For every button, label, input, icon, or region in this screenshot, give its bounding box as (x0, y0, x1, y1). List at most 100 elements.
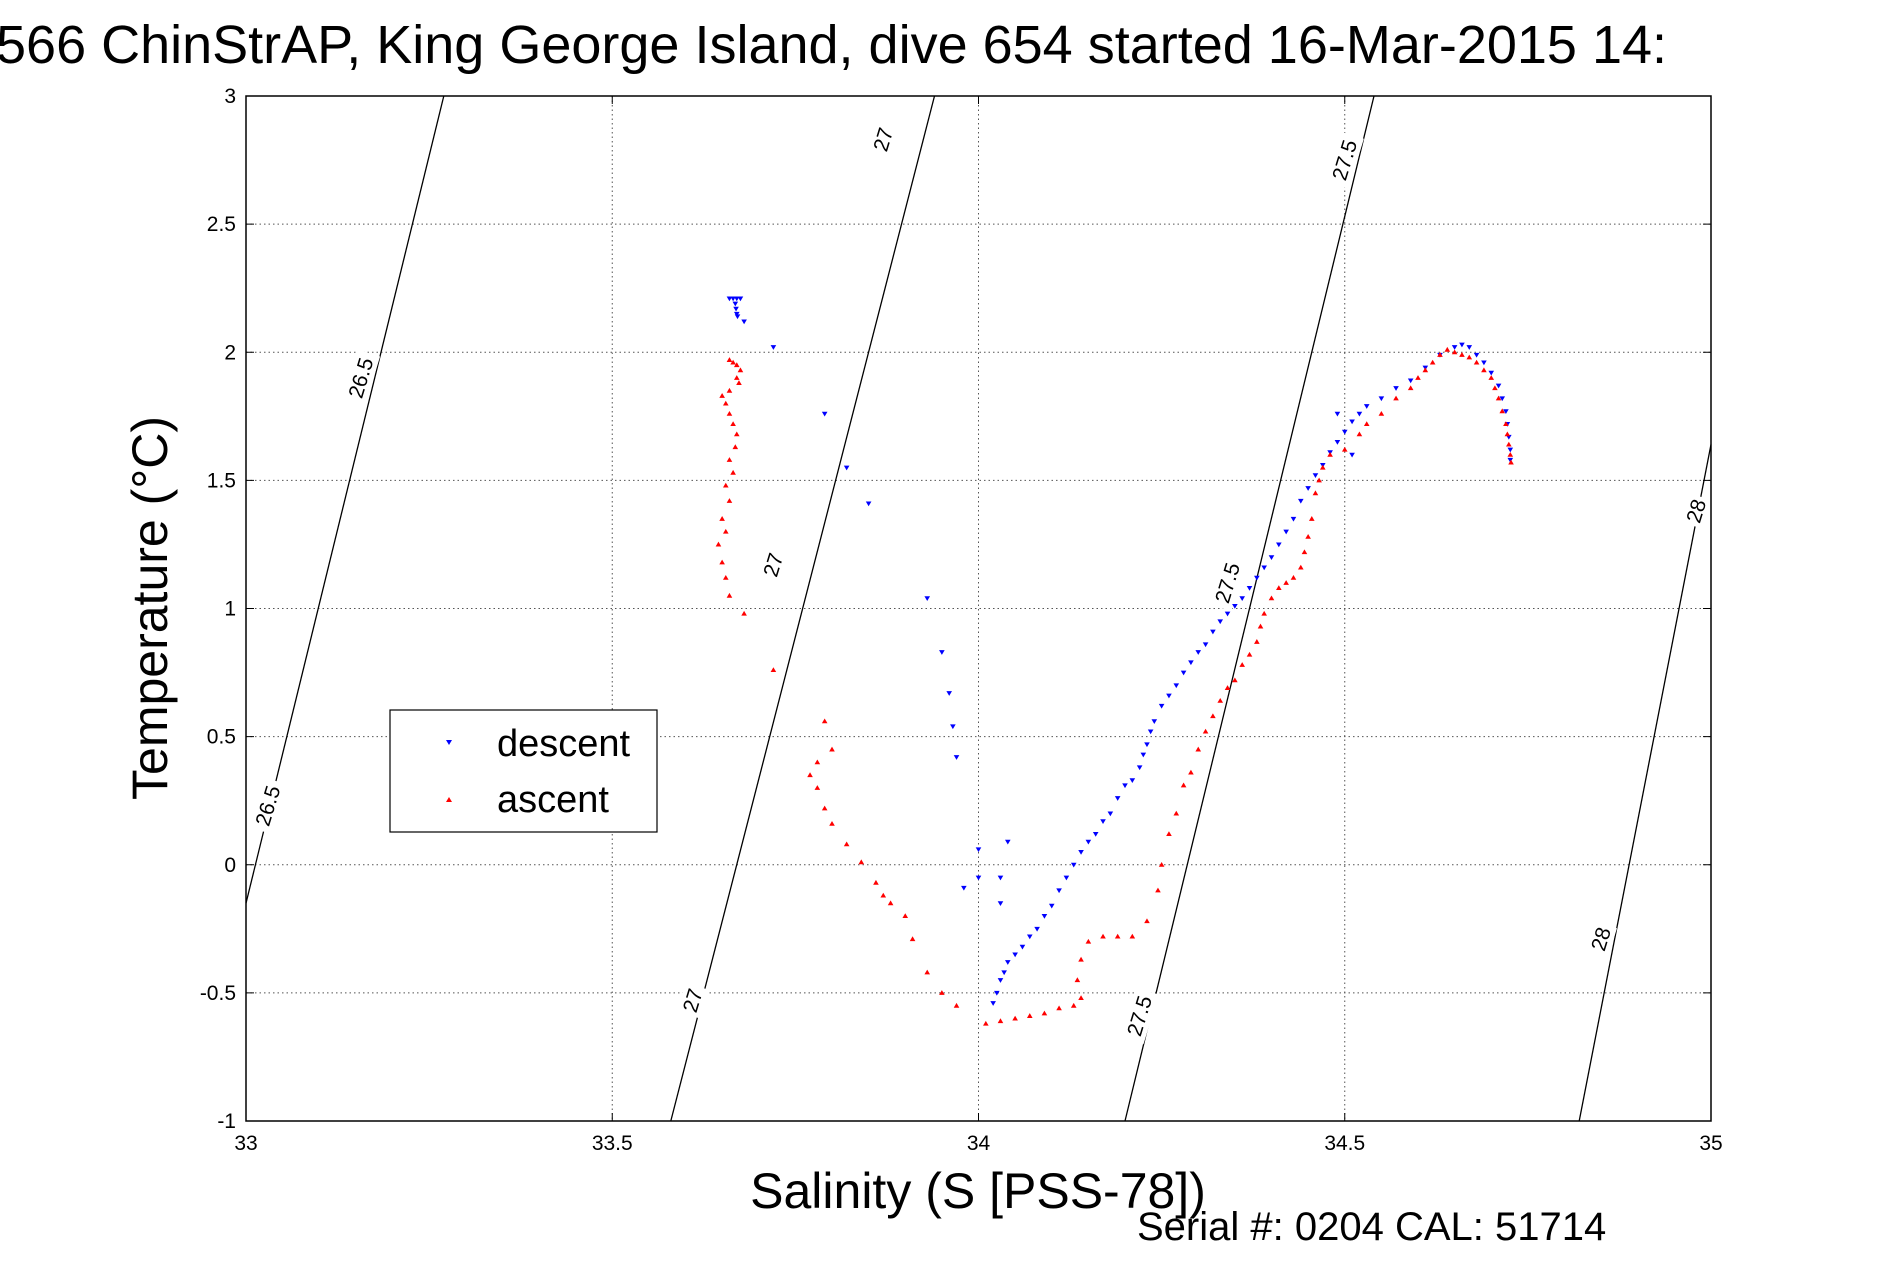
descent-point (1041, 914, 1048, 919)
ascent-point (1114, 933, 1121, 939)
descent-point (1056, 888, 1062, 894)
ascent-point (715, 541, 722, 547)
ascent-point (1356, 431, 1363, 437)
descent-point (733, 306, 739, 312)
ascent-point (1488, 375, 1495, 380)
ascent-point (1195, 746, 1202, 752)
descent-point (1140, 752, 1147, 758)
ascent-point (1429, 359, 1436, 365)
descent-point (730, 296, 736, 302)
descent-point (1495, 383, 1502, 389)
descent-point (734, 314, 741, 320)
contour-label-group: 26.5 (248, 777, 288, 835)
descent-point (1026, 934, 1033, 940)
descent-point (939, 650, 945, 655)
ascent-point (730, 421, 736, 426)
density-contour-26.5 (245, 95, 445, 904)
ascent-point (821, 718, 828, 724)
ascent-point (997, 1018, 1004, 1024)
ascent-point (726, 357, 733, 362)
descent-point (1019, 944, 1026, 950)
ascent-point (726, 498, 733, 503)
ascent-point (1507, 451, 1514, 457)
ascent-point (1444, 346, 1451, 352)
legend-ascent-label: ascent (497, 779, 609, 821)
descent-point (1012, 952, 1018, 958)
ascent-point (1393, 395, 1399, 401)
ascent-point (732, 444, 739, 450)
ascent-point (1074, 977, 1081, 983)
y-tick-label: 0 (224, 854, 236, 877)
ascent-point (858, 859, 865, 865)
contour-label: 27.5 (1123, 993, 1157, 1039)
descent-point (1107, 811, 1114, 817)
ascent-point (1481, 367, 1487, 373)
ascent-point (1012, 1015, 1018, 1021)
ascent-point (1451, 349, 1458, 355)
descent-point (1503, 409, 1509, 414)
y-tick-label: 2 (224, 341, 236, 364)
descent-point (1166, 693, 1172, 699)
y-tick-label: 1.5 (207, 469, 236, 492)
density-contour-28 (1578, 444, 1712, 1122)
x-axis-label: Salinity (S [PSS-78]) (750, 1163, 1206, 1219)
contour-label: 26.5 (252, 783, 286, 829)
legend-descent-marker (446, 740, 452, 745)
ascent-point (733, 362, 740, 368)
ascent-point (1437, 352, 1443, 357)
descent-point (994, 990, 1000, 996)
contour-label-bg (248, 777, 288, 835)
contour-label-group: 27 (676, 982, 709, 1019)
ascent-point (1224, 685, 1231, 690)
ascent-point (1188, 769, 1194, 775)
descent-point (1114, 796, 1121, 801)
ascent-point (1378, 410, 1385, 416)
descent-point (1180, 670, 1187, 676)
ascent-point (924, 969, 931, 975)
descent-point (1305, 486, 1311, 491)
contour-label-group: 27.5 (1208, 554, 1247, 612)
ascent-point (1041, 1010, 1048, 1016)
ascent-point (1283, 580, 1289, 585)
ascent-point (1254, 639, 1260, 644)
x-tick-label: 35 (1699, 1132, 1722, 1155)
ascent-point (1508, 459, 1514, 465)
contour-label-bg (867, 121, 900, 158)
descent-point (1341, 429, 1348, 435)
descent-point (1224, 611, 1231, 617)
descent-point (1144, 742, 1150, 748)
ascent-point (730, 469, 736, 475)
ascent-point (1301, 549, 1308, 555)
ascent-point (953, 1002, 960, 1008)
descent-point (1232, 603, 1238, 609)
axis-ticks: 33 33.5 34 34.5 35 -1 -0.5 0 0.5 1 1.5 2 2.5 3 (200, 85, 1723, 1155)
descent-point (1063, 875, 1070, 881)
descent-point (1001, 970, 1007, 976)
ascent-point (722, 528, 729, 534)
ascent-point (736, 380, 742, 385)
ascent-point (722, 482, 729, 488)
ascent-point (1298, 564, 1304, 570)
descent-point (1459, 342, 1465, 348)
descent-point (997, 978, 1004, 983)
ascent-point (1158, 861, 1165, 867)
ascent-point (726, 592, 733, 598)
descent-point (733, 296, 740, 302)
descent-point (1466, 345, 1473, 350)
ascent-point (1239, 662, 1245, 667)
ascent-point (1070, 1002, 1077, 1008)
ascent-point (733, 375, 740, 380)
descent-point (1136, 765, 1143, 771)
ascent-point (1415, 375, 1421, 380)
ascent-point (1155, 887, 1161, 893)
descent-point (843, 465, 850, 471)
descent-point (997, 901, 1004, 906)
ascent-point (873, 879, 879, 885)
descent-point (1312, 473, 1319, 479)
ascent-point (1504, 431, 1511, 437)
descent-point (953, 755, 960, 760)
ascent-point (726, 387, 733, 393)
contour-label-group: 27 (757, 547, 790, 583)
ascent-point (737, 367, 744, 373)
